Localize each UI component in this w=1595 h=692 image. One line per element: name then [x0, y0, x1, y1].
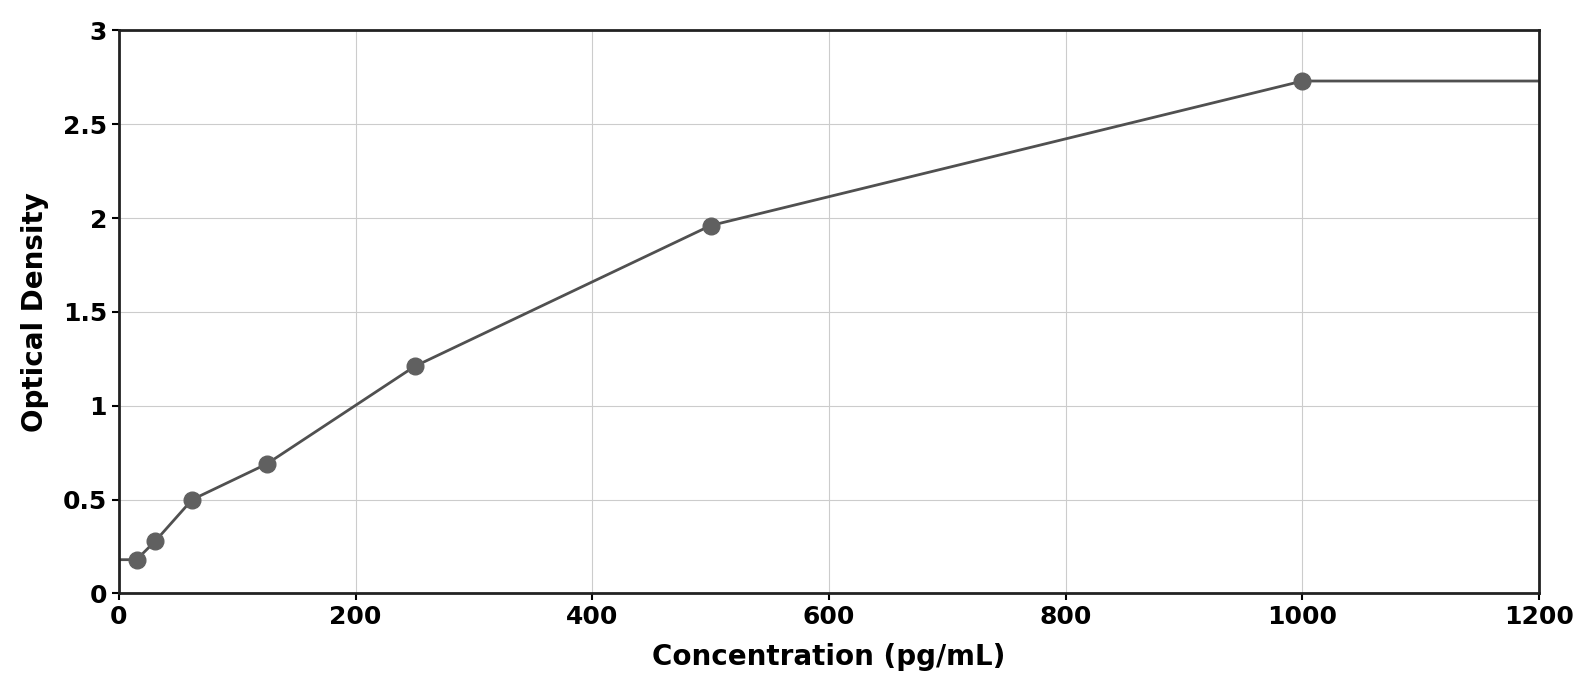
- Y-axis label: Optical Density: Optical Density: [21, 192, 49, 432]
- Point: [179, 494, 204, 505]
- Point: [699, 220, 724, 231]
- Point: [1290, 75, 1316, 86]
- Point: [142, 536, 167, 547]
- X-axis label: Concentration (pg/mL): Concentration (pg/mL): [652, 643, 1006, 671]
- Point: [124, 554, 150, 565]
- Point: [402, 361, 427, 372]
- Point: [254, 458, 279, 469]
